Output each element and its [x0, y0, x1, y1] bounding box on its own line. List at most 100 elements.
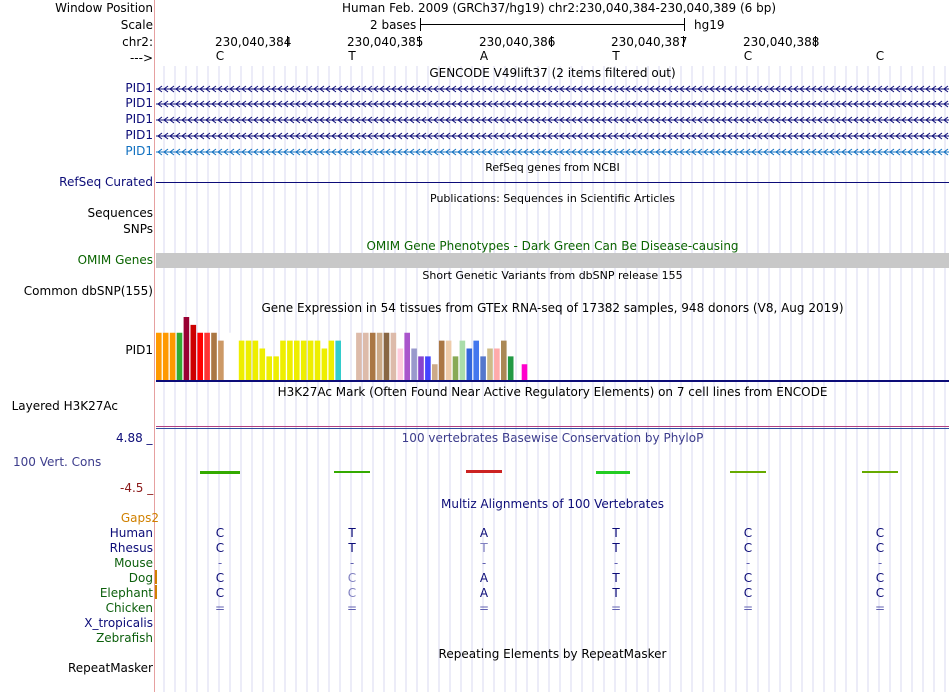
species-label[interactable]: Elephant [99, 586, 153, 600]
species-label[interactable]: Chicken [105, 601, 153, 615]
gtex-tissue-bar [294, 340, 300, 380]
strand-arrow [895, 148, 901, 156]
strand-arrow [679, 100, 685, 108]
strand-arrow [625, 116, 631, 124]
strand-arrow [265, 132, 271, 140]
strand-arrow [943, 100, 949, 108]
strand-arrow [193, 132, 199, 140]
gencode-item-label[interactable]: PID1 [125, 128, 153, 142]
strand-arrow [541, 132, 547, 140]
strand-arrow [205, 116, 211, 124]
omim-label[interactable]: OMIM Genes [77, 253, 153, 267]
strand-arrow [505, 100, 511, 108]
strand-arrow [583, 116, 589, 124]
strand-arrow [187, 116, 193, 124]
strand-arrow [439, 116, 445, 124]
strand-arrow [919, 148, 925, 156]
repeatmasker-label[interactable]: RepeatMasker [67, 661, 153, 675]
gencode-item-label[interactable]: PID1 [125, 96, 153, 110]
strand-arrow [913, 100, 919, 108]
strand-arrow [319, 116, 325, 124]
strand-arrow [757, 148, 763, 156]
gencode-item-label[interactable]: PID1 [125, 112, 153, 126]
strand-arrow [217, 132, 223, 140]
species-label[interactable]: Zebrafish [96, 631, 153, 645]
strand-arrow [181, 100, 187, 108]
strand-arrow [415, 132, 421, 140]
gencode-transcript[interactable] [156, 84, 949, 94]
strand-arrow [523, 148, 529, 156]
snps-label[interactable]: SNPs [123, 222, 153, 236]
strand-arrow [289, 116, 295, 124]
strand-arrow [313, 116, 319, 124]
strand-arrow [343, 100, 349, 108]
strand-arrow [841, 132, 847, 140]
sequences-label[interactable]: Sequences [87, 206, 153, 220]
gencode-item-label[interactable]: PID1 [125, 144, 153, 158]
refseq-gene-line[interactable] [156, 182, 949, 183]
omim-gene-bar[interactable] [156, 253, 949, 268]
strand-arrow [481, 132, 487, 140]
strand-arrow [277, 132, 283, 140]
gencode-transcript[interactable] [156, 115, 949, 125]
strand-arrow [253, 132, 259, 140]
strand-arrow [709, 85, 715, 93]
conservation-label[interactable]: 100 Vert. Cons [13, 455, 102, 469]
strand-arrow [193, 148, 199, 156]
gencode-transcript[interactable] [156, 99, 949, 109]
refseq-label[interactable]: RefSeq Curated [59, 175, 153, 189]
gtex-tissue-bar [162, 332, 169, 380]
strand-arrow [565, 100, 571, 108]
strand-arrow [463, 148, 469, 156]
strand-arrow [391, 85, 397, 93]
species-label[interactable]: Dog [128, 571, 153, 585]
strand-arrow [235, 85, 241, 93]
gencode-transcript[interactable] [156, 147, 949, 157]
strand-arrow [901, 100, 907, 108]
strand-arrow [385, 132, 391, 140]
strand-arrow [163, 85, 169, 93]
strand-arrow [751, 116, 757, 124]
strand-arrow [409, 100, 415, 108]
species-label[interactable]: X_tropicalis [84, 616, 153, 630]
alignment-base: - [217, 556, 223, 570]
strand-arrow [169, 148, 175, 156]
strand-arrow [901, 132, 907, 140]
strand-arrow [451, 116, 457, 124]
strand-arrow [343, 116, 349, 124]
strand-arrow [373, 116, 379, 124]
strand-arrow [829, 100, 835, 108]
strand-arrow [541, 85, 547, 93]
strand-arrow [889, 116, 895, 124]
species-label[interactable]: Rhesus [109, 541, 153, 555]
species-label[interactable]: Mouse [114, 556, 153, 570]
strand-arrow [289, 100, 295, 108]
strand-arrow [487, 100, 493, 108]
gencode-transcript[interactable] [156, 131, 949, 141]
strand-arrow [697, 116, 703, 124]
strand-arrow [715, 148, 721, 156]
strand-arrow [895, 85, 901, 93]
h3k27ac-label[interactable]: Layered H3K27Ac [11, 399, 118, 413]
strand-arrow [247, 85, 253, 93]
alignment-base: T [612, 541, 620, 555]
ruler-tick [551, 36, 552, 47]
strand-arrow [619, 116, 625, 124]
strand-arrow [157, 116, 163, 124]
alignment-base: A [479, 526, 489, 540]
gencode-item-label[interactable]: PID1 [125, 81, 153, 95]
species-label[interactable]: Human [109, 526, 153, 540]
gtex-label[interactable]: PID1 [125, 343, 153, 357]
repeatmasker-title: Repeating Elements by RepeatMasker [438, 647, 667, 661]
strand-arrow [613, 85, 619, 93]
strand-arrow [235, 116, 241, 124]
gaps-label[interactable]: Gaps2 [120, 511, 159, 525]
strand-arrow [163, 100, 169, 108]
dbsnp-label[interactable]: Common dbSNP(155) [23, 284, 153, 298]
strand-arrow [367, 100, 373, 108]
strand-arrow [865, 100, 871, 108]
strand-arrow [517, 116, 523, 124]
strand-arrow [523, 100, 529, 108]
